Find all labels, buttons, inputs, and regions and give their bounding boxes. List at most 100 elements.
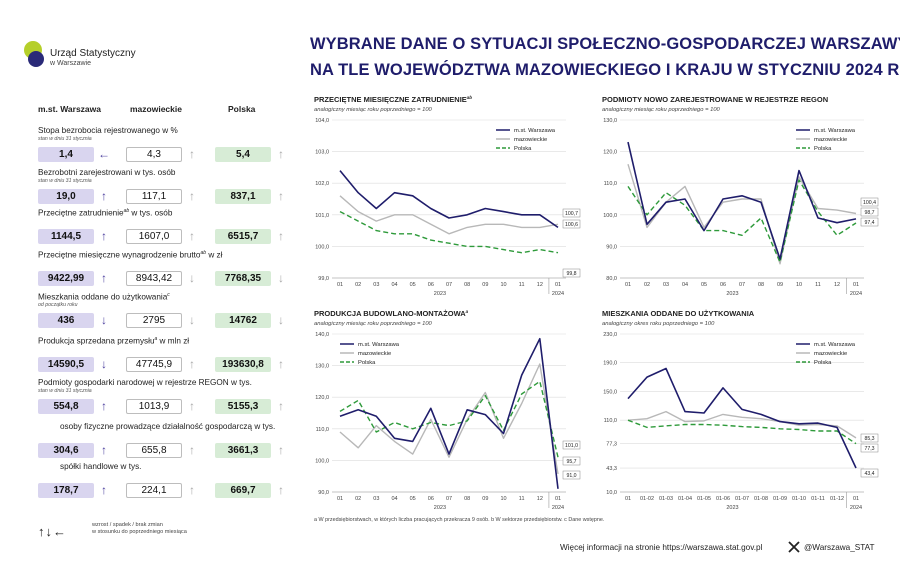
end-value-box [562,440,581,450]
year-label: 2024 [552,505,564,511]
x-tick-label: 04 [391,282,397,288]
end-value-label: 100,4 [863,200,876,206]
year-label: 2023 [726,505,738,511]
y-tick-label: 103,0 [315,150,329,156]
y-tick-label: 140,0 [315,332,329,338]
end-value-label: 99,8 [566,271,576,277]
y-tick-label: 110,0 [604,181,617,187]
year-label: 2024 [850,291,862,297]
series-line-1 [339,363,559,475]
chart-title: PODMIOTY NOWO ZAREJESTROWANE W REJESTRZE… [602,95,828,104]
legend-label: mazowieckie [814,137,847,143]
value-warszawa: 1,4 [38,147,94,162]
y-tick-label: 99,0 [318,276,329,282]
trend-up-icon: ↑ [278,357,284,371]
x-tick-label: 01 [625,282,631,288]
indicator-label-text: Przeciętne miesięczne wynagrodzenie brut… [38,250,201,260]
logo-line2: w Warszawie [50,60,91,67]
series-line-0 [627,141,857,260]
trend-up-icon: ↑ [101,271,107,285]
x-tick-label: 01-03 [659,496,673,502]
value-warszawa: 9422,99 [38,271,94,286]
x-tick-label: 02 [644,282,650,288]
trend-up-icon: ↑ [189,147,195,161]
x-tick-label: 03 [373,282,379,288]
indicator-label-text: Mieszkania oddane do użytkowania [38,292,168,302]
chart-construction: PRODUKCJA BUDOWLANO-MONTAŻOWAa analogiczn… [314,309,581,511]
series-line-2 [627,179,857,263]
x-tick-label: 09 [482,496,488,502]
legend-label: mazowieckie [514,137,547,143]
x-tick-label: 12 [537,496,543,502]
arrow-legend-line1: wzrost / spadek / brak zmian [92,522,163,528]
trend-up-icon: ↑ [189,357,195,371]
indicator-sublabel: stan w dniu 31 stycznia [38,178,92,184]
indicator-label-text: Bezrobotni zarejestrowani w tys. osób [38,168,176,177]
chart-title: MIESZKANIA ODDANE DO UŻYTKOWANIA [602,309,755,318]
x-tick-label: 10 [796,282,802,288]
series-line-1 [627,163,857,265]
x-tick-label: 04 [391,496,397,502]
year-label: 2023 [434,291,446,297]
x-tick-label: 11 [815,282,821,288]
legend-label: mazowieckie [358,351,391,357]
x-tick-label: 07 [446,282,452,288]
y-tick-label: 90,0 [606,244,617,250]
y-tick-label: 100,0 [603,213,617,219]
value-polska: 837,1 [215,189,271,204]
legend-label: m.st. Warszawa [814,342,856,348]
x-tick-label: 08 [464,496,470,502]
legend-label: Polska [814,360,832,366]
year-label: 2023 [726,291,738,297]
series-line-2 [339,210,559,254]
chart-subtitle: analogiczny miesiąc roku poprzedniego = … [314,107,433,113]
indicator-footnote-mark: ab [123,208,130,214]
value-mazowieckie: 2795 [126,313,182,328]
trend-up-icon: ↑ [189,399,195,413]
x-tick-label: 04 [682,282,688,288]
end-value-label: 100,6 [565,222,578,228]
value-polska: 6515,7 [215,229,271,244]
y-tick-label: 120,0 [603,150,617,156]
value-warszawa: 304,6 [38,443,94,458]
x-tick-label: 01 [625,496,631,502]
more-info-link[interactable]: Więcej informacji na stronie https://war… [560,543,763,552]
column-header-mazowieckie: mazowieckie [130,104,182,114]
legend-label: Polska [514,146,532,152]
y-tick-label: 110,0 [604,418,617,424]
x-tick-label: 05 [410,496,416,502]
value-polska: 669,7 [215,483,271,498]
indicator-label: osoby fizyczne prowadzące działalność go… [60,422,275,431]
trend-up-icon: ↑ [101,229,107,243]
indicator-label-text: Produkcja sprzedana przemysłu [38,336,155,346]
chart-title-sup: ab [467,95,473,100]
indicator-label-unit: w zł [206,250,223,260]
trend-down-icon: ↓ [101,357,107,371]
indicator-sublabel: stan w dniu 31 stycznia [38,136,92,142]
indicator-sublabel: od początku roku [38,302,78,308]
end-value-label: 97,4 [864,220,874,226]
end-value-box [860,217,879,227]
indicator-label-text: osoby fizyczne prowadzące działalność go… [60,422,276,431]
trend-down-icon: ↓ [278,313,284,327]
footnote: a W przedsiębiorstwach, w których liczba… [314,517,605,523]
value-polska: 193630,8 [215,357,271,372]
chart-title-sup: a [466,309,469,314]
trend-up-icon: ↑ [278,189,284,203]
y-tick-label: 101,0 [315,213,329,219]
end-value-box [860,197,879,207]
x-tick-label: 01 [853,282,859,288]
x-tick-label: 01 [337,496,343,502]
trend-up-icon: ↑ [189,443,195,457]
twitter-handle[interactable]: @Warszawa_STAT [804,543,875,552]
legend-label: m.st. Warszawa [358,342,400,348]
end-value-box [562,456,581,466]
trend-left-icon: ← [98,147,110,161]
x-tick-label: 01 [555,496,561,502]
x-tick-label: 01-12 [830,496,844,502]
x-tick-label: 07 [446,496,452,502]
year-label: 2024 [850,505,862,511]
chart-dwellings: MIESZKANIA ODDANE DO UŻYTKOWANIA analogic… [602,309,879,511]
trend-down-icon: ↓ [189,313,195,327]
x-tick-label: 12 [834,282,840,288]
